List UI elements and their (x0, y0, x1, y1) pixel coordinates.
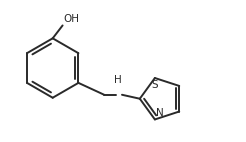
Text: H: H (114, 75, 122, 85)
Text: N: N (156, 108, 164, 118)
Text: OH: OH (63, 14, 80, 24)
Text: S: S (152, 80, 158, 90)
